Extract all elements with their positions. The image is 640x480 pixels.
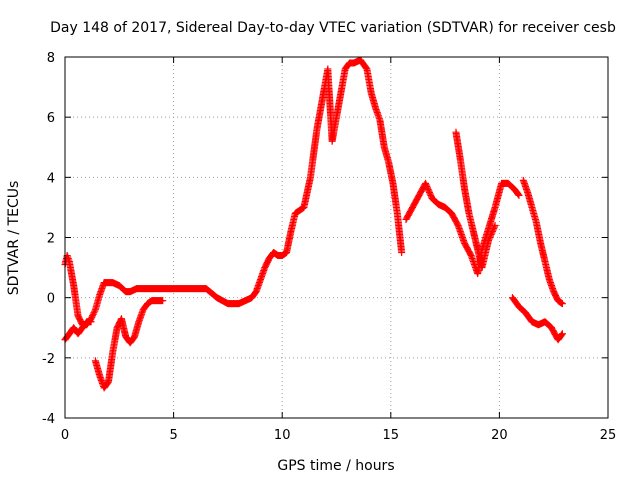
data-point — [159, 297, 167, 305]
data-point — [398, 249, 406, 257]
x-axis-label: GPS time / hours — [277, 458, 394, 474]
y-tick-label: -4 — [42, 412, 55, 427]
data-point — [89, 312, 97, 320]
x-tick-label: 0 — [61, 428, 69, 443]
data-point — [485, 237, 493, 245]
data-point — [425, 187, 433, 195]
data-point — [514, 190, 522, 198]
data-point — [558, 331, 566, 339]
data-point — [89, 310, 97, 318]
data-point — [425, 188, 433, 196]
x-tick-label: 10 — [274, 428, 291, 443]
data-point — [486, 234, 494, 241]
data-point — [490, 224, 498, 232]
y-tick-label: -2 — [42, 352, 55, 367]
data-point — [422, 181, 430, 189]
x-tick-label: 15 — [383, 428, 400, 443]
data-point — [491, 221, 499, 229]
data-point — [423, 182, 431, 190]
data-points — [61, 56, 566, 392]
data-point — [487, 230, 495, 238]
grid — [65, 57, 608, 418]
y-tick-label: 0 — [47, 292, 55, 307]
data-point — [91, 307, 99, 315]
data-point — [558, 300, 566, 308]
data-point — [90, 309, 98, 317]
y-tick-label: 6 — [47, 111, 55, 126]
data-point — [424, 184, 432, 192]
data-point — [427, 191, 435, 199]
data-point — [485, 235, 493, 243]
data-point — [558, 330, 566, 338]
data-point — [490, 223, 498, 231]
data-point — [424, 185, 432, 193]
chart-title: Day 148 of 2017, Sidereal Day-to-day VTE… — [50, 20, 616, 36]
data-point — [426, 190, 434, 198]
x-tick-label: 25 — [600, 428, 617, 443]
data-point — [488, 227, 496, 235]
data-point — [486, 232, 494, 240]
data-point — [488, 229, 496, 237]
y-tick-label: 2 — [47, 232, 55, 247]
tick-labels: 0 5 10 15 20 25 -4 -2 0 2 4 6 8 — [42, 51, 616, 443]
data-point — [422, 179, 430, 187]
y-axis-label: SDTVAR / TECUs — [6, 181, 22, 296]
data-point — [87, 318, 95, 326]
data-point — [489, 226, 497, 234]
plot-frame — [64, 56, 609, 419]
y-tick-label: 8 — [47, 51, 55, 66]
x-tick-label: 5 — [169, 428, 177, 443]
y-tick-label: 4 — [47, 171, 55, 186]
x-tick-label: 20 — [491, 428, 508, 443]
data-point — [515, 191, 523, 199]
data-point — [88, 313, 96, 321]
